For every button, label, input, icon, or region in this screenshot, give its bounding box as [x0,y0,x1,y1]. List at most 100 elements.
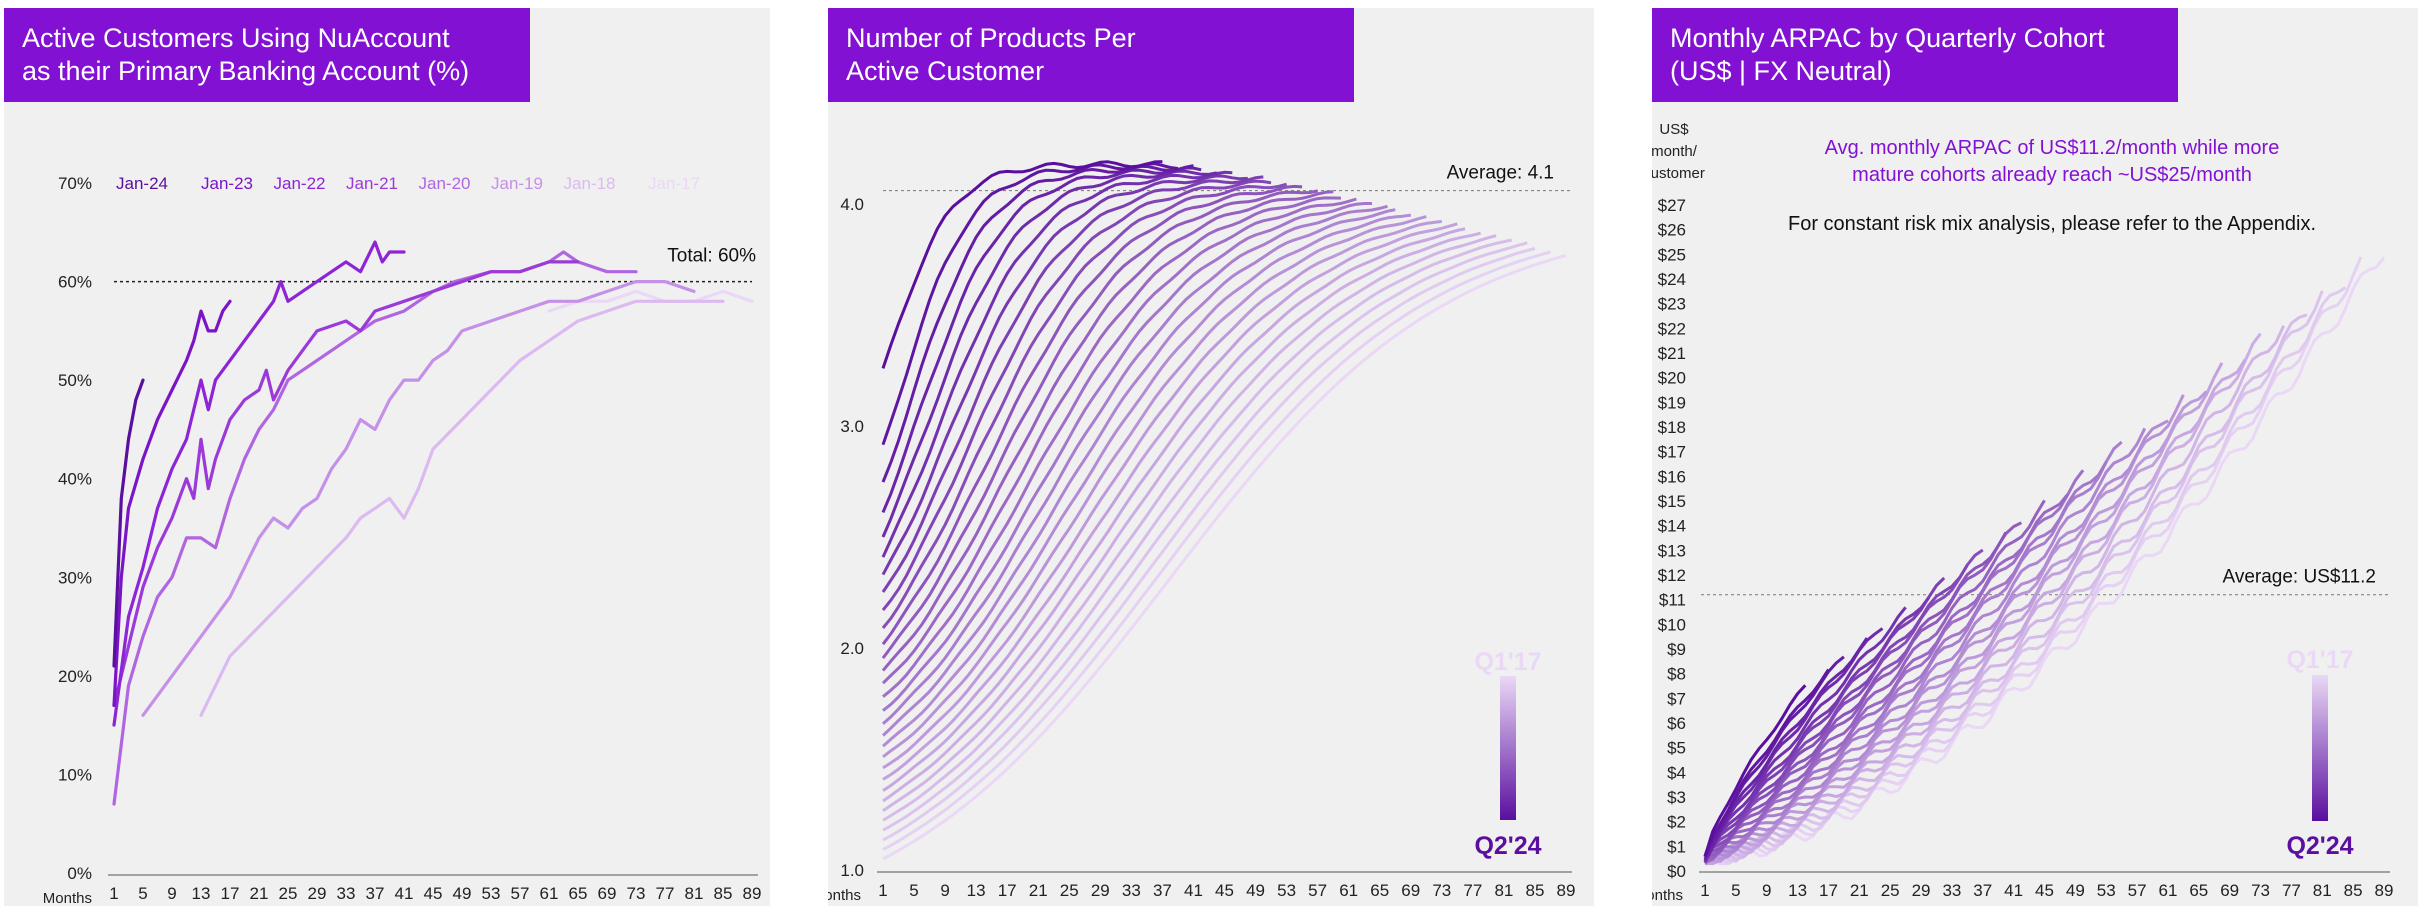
x-tick-label: 57 [1308,881,1327,900]
cohort-line [881,190,1334,672]
x-tick-label: 57 [511,884,530,903]
cohort-line [1704,390,2208,863]
x-tick-label: 69 [598,884,617,903]
x-tick-label: 53 [2097,881,2116,900]
x-tick-label: 13 [967,881,986,900]
cohort-legend-bottom: Q2'24 [2286,832,2353,860]
cohort-line [882,213,1412,748]
x-tick-label: 89 [743,884,762,903]
series-line [199,299,725,717]
x-tick-label: 17 [221,884,240,903]
x-tick-label: 37 [1153,881,1172,900]
cohort-line [881,208,1396,737]
annotation-line: mature cohorts already reach ~US$25/mont… [1852,164,2252,186]
x-tick-label: 25 [1881,881,1900,900]
y-tick-label: $24 [1658,270,1686,289]
x-tick-label: 49 [453,884,472,903]
cohort-line [1703,596,1930,863]
cohort-line [1703,637,1869,860]
x-tick-label: 45 [1215,881,1234,900]
x-tick-label: 61 [2158,881,2177,900]
cohort-line [881,170,1233,558]
y-tick-label: 30% [58,568,92,587]
series-line [112,378,145,668]
x-tick-label: 21 [1029,881,1048,900]
cohort-legend-top: Q1'17 [2286,646,2353,674]
x-tick-label: 81 [2313,881,2332,900]
y-tick-label: $15 [1658,492,1686,511]
y-tick-label: 0% [67,864,92,883]
series-line [112,260,580,707]
x-tick-label: 21 [250,884,269,903]
x-tick-label: 29 [308,884,327,903]
x-tick-label: 17 [998,881,1017,900]
cohort-legend-gradient-bar [2312,675,2328,821]
y-tick-label: 40% [58,470,92,489]
cohort-line [1703,461,2108,865]
y-unit-label: customer [1652,165,1705,182]
y-tick-label: $13 [1658,541,1686,560]
x-tick-label: 73 [2251,881,2270,900]
y-tick-label: $14 [1658,517,1686,536]
x-tick-label: 33 [1122,881,1141,900]
y-unit-label: month/ [1652,143,1698,160]
legend-label: Jan-23 [201,174,253,193]
y-tick-label: $11 [1659,591,1686,610]
y-tick-label: 50% [58,371,92,390]
x-tick-label: 61 [540,884,559,903]
y-tick-label: $9 [1667,640,1686,659]
y-unit-label: US$ [1659,121,1689,138]
x-tick-label: 53 [1277,881,1296,900]
x-tick-label: 33 [1942,881,1961,900]
x-tick-label: 1 [878,881,887,900]
cohort-line [882,202,1372,712]
x-tick-label: 9 [167,884,176,903]
title-line-2: (US$ | FX Neutral) [1670,56,1892,86]
y-tick-label: $17 [1658,443,1686,462]
y-tick-label: 3.0 [840,417,864,436]
x-tick-label: 69 [1401,881,1420,900]
x-tick-label: 53 [482,884,501,903]
cohort-line [881,169,1217,538]
series-line [141,280,696,717]
monthly-arpac-chart: $0 $1 $2 $3 $4 $5 $6 $7 $8 $9 $10 $11 $12 $13 $14 $15 $1… [1652,121,2394,904]
y-tick-label: $18 [1658,418,1686,437]
cohort-line [882,241,1528,832]
products-per-customer-chart: 1.0 2.0 3.0 4.0 1 5 9 13 17 21 25 29 33 37 41 45 49 53 57 6… [828,160,1576,904]
x-tick-label: 85 [2344,881,2363,900]
y-tick-label: $16 [1658,467,1686,486]
chart-panel-monthly-arpac: $0 $1 $2 $3 $4 $5 $6 $7 $8 $9 $10 $11 $12 $13 $14 $15 $1… [1652,8,2418,906]
cohort-line [1703,440,2123,862]
cohort-line [1703,668,1830,857]
x-tick-label: 65 [1370,881,1389,900]
x-tick-label: 85 [1525,881,1544,900]
cohort-line [1704,256,2363,866]
y-tick-label: $4 [1667,763,1686,782]
x-tick-label: 89 [2375,881,2394,900]
cohort-line [881,184,1303,646]
x-tick-label: 29 [1091,881,1110,900]
cohort-line [1704,499,2046,861]
legend-label: Jan-24 [116,174,168,193]
y-tick-label: 10% [58,765,92,784]
y-tick-label: $5 [1667,739,1686,758]
y-tick-label: 1.0 [840,861,864,880]
x-tick-label: 73 [627,884,646,903]
y-tick-label: $25 [1658,245,1686,264]
x-tick-label: 89 [1557,881,1576,900]
cohort-line [881,182,1287,629]
y-tick-label: $23 [1658,295,1686,314]
average-reference-label: Average: US$11.2 [2222,567,2376,588]
x-tick-label: 37 [366,884,385,903]
cohort-line [882,222,1458,781]
x-tick-label: 13 [1788,881,1807,900]
x-axis-label: Months [43,890,92,906]
y-tick-label: $12 [1658,566,1686,585]
x-tick-label: 57 [2128,881,2147,900]
cohort-line [882,219,1442,770]
legend-label: Jan-17 [648,174,700,193]
x-tick-label: 61 [1339,881,1358,900]
legend-label: Jan-22 [274,174,326,193]
x-tick-label: 33 [337,884,356,903]
y-tick-label: $0 [1667,862,1686,881]
